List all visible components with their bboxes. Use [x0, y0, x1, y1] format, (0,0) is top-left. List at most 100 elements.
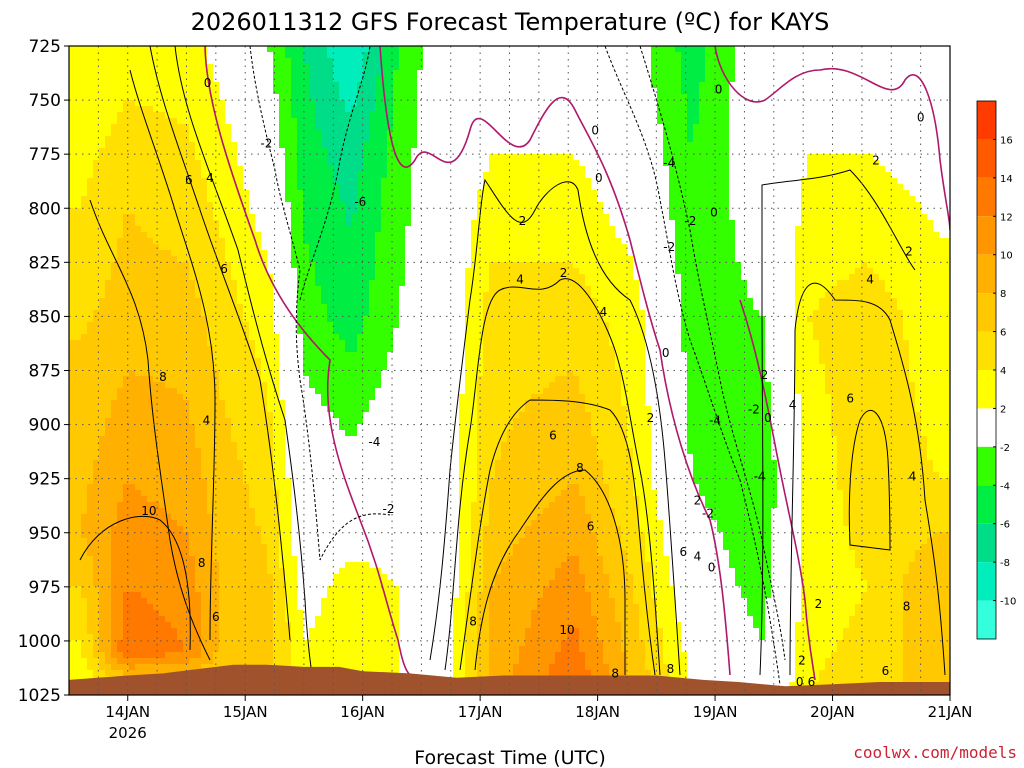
- temperature-cell: [309, 580, 316, 587]
- temperature-cell: [279, 376, 286, 383]
- temperature-cell: [189, 148, 196, 155]
- temperature-cell: [285, 82, 292, 89]
- temperature-cell: [207, 478, 214, 485]
- temperature-cell: [339, 214, 346, 221]
- temperature-cell: [189, 496, 196, 503]
- temperature-cell: [309, 280, 316, 287]
- temperature-cell: [177, 310, 184, 317]
- temperature-cell: [279, 82, 286, 89]
- temperature-cell: [93, 460, 100, 467]
- temperature-cell: [339, 100, 346, 107]
- temperature-cell: [99, 544, 106, 551]
- temperature-cell: [165, 436, 172, 443]
- temperature-cell: [201, 316, 208, 323]
- temperature-cell: [195, 526, 202, 533]
- temperature-cell: [213, 190, 220, 197]
- temperature-cell: [333, 424, 340, 431]
- temperature-cell: [261, 160, 268, 167]
- temperature-cell: [291, 112, 298, 119]
- temperature-cell: [99, 232, 106, 239]
- temperature-cell: [123, 310, 130, 317]
- temperature-cell: [261, 292, 268, 299]
- temperature-cell: [165, 190, 172, 197]
- temperature-cell: [75, 442, 82, 449]
- temperature-cell: [123, 76, 130, 83]
- temperature-cell: [183, 142, 190, 149]
- temperature-cell: [261, 250, 268, 257]
- temperature-cell: [237, 448, 244, 455]
- temperature-cell: [315, 526, 322, 533]
- temperature-cell: [327, 514, 334, 521]
- temperature-cell: [249, 418, 256, 425]
- temperature-cell: [87, 58, 94, 65]
- temperature-cell: [333, 304, 340, 311]
- temperature-cell: [213, 124, 220, 131]
- temperature-cell: [177, 598, 184, 605]
- temperature-cell: [267, 634, 274, 641]
- temperature-cell: [219, 70, 226, 77]
- temperature-cell: [261, 466, 268, 473]
- temperature-cell: [267, 346, 274, 353]
- temperature-cell: [243, 640, 250, 647]
- temperature-cell: [249, 340, 256, 347]
- temperature-cell: [231, 484, 238, 491]
- temperature-cell: [147, 52, 154, 59]
- temperature-cell: [123, 100, 130, 107]
- temperature-cell: [189, 208, 196, 215]
- temperature-cell: [123, 166, 130, 173]
- temperature-cell: [315, 418, 322, 425]
- temperature-cell: [141, 520, 148, 527]
- temperature-cell: [195, 472, 202, 479]
- temperature-cell: [201, 652, 208, 659]
- temperature-cell: [123, 556, 130, 563]
- temperature-cell: [177, 586, 184, 593]
- temperature-cell: [111, 592, 118, 599]
- temperature-cell: [129, 292, 136, 299]
- temperature-cell: [129, 100, 136, 107]
- temperature-cell: [291, 496, 298, 503]
- temperature-cell: [225, 118, 232, 125]
- temperature-cell: [309, 250, 316, 257]
- temperature-cell: [297, 250, 304, 257]
- temperature-cell: [159, 76, 166, 83]
- temperature-cell: [93, 226, 100, 233]
- temperature-cell: [141, 466, 148, 473]
- temperature-cell: [273, 358, 280, 365]
- temperature-cell: [231, 364, 238, 371]
- temperature-cell: [189, 610, 196, 617]
- temperature-cell: [303, 64, 310, 71]
- temperature-cell: [315, 46, 322, 53]
- temperature-cell: [111, 514, 118, 521]
- temperature-cell: [153, 388, 160, 395]
- temperature-cell: [231, 466, 238, 473]
- temperature-cell: [147, 142, 154, 149]
- temperature-cell: [315, 544, 322, 551]
- temperature-cell: [249, 382, 256, 389]
- temperature-cell: [291, 334, 298, 341]
- temperature-cell: [213, 298, 220, 305]
- temperature-cell: [189, 454, 196, 461]
- temperature-cell: [315, 316, 322, 323]
- temperature-cell: [69, 478, 76, 485]
- temperature-cell: [309, 478, 316, 485]
- temperature-cell: [93, 64, 100, 71]
- temperature-cell: [237, 136, 244, 143]
- temperature-cell: [207, 148, 214, 155]
- temperature-cell: [171, 112, 178, 119]
- temperature-cell: [327, 592, 334, 599]
- temperature-cell: [141, 616, 148, 623]
- temperature-cell: [123, 628, 130, 635]
- temperature-cell: [201, 388, 208, 395]
- temperature-cell: [201, 640, 208, 647]
- temperature-cell: [219, 370, 226, 377]
- temperature-cell: [153, 562, 160, 569]
- temperature-cell: [285, 586, 292, 593]
- temperature-cell: [105, 364, 112, 371]
- temperature-cell: [183, 58, 190, 65]
- temperature-cell: [315, 652, 322, 659]
- temperature-cell: [117, 394, 124, 401]
- temperature-cell: [261, 622, 268, 629]
- temperature-cell: [195, 238, 202, 245]
- temperature-cell: [129, 202, 136, 209]
- temperature-cell: [231, 106, 238, 113]
